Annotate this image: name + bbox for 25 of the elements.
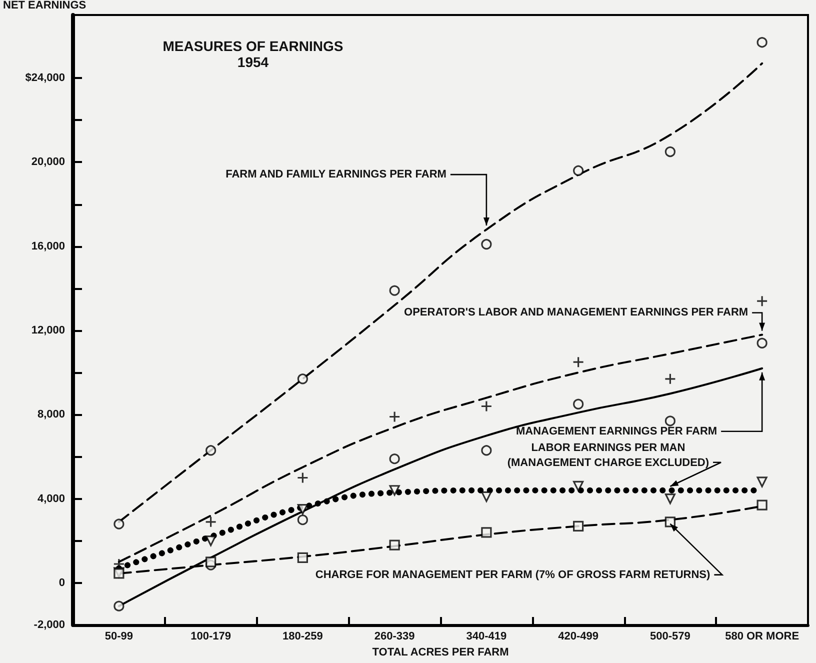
annotation: OPERATOR'S LABOR AND MANAGEMENT EARNINGS PER FARM bbox=[404, 306, 748, 319]
x-tick-label: 100-179 bbox=[190, 630, 231, 642]
x-tick-label: 180-259 bbox=[282, 630, 323, 642]
x-tick-label: 340-419 bbox=[466, 630, 507, 642]
x-axis-title: TOTAL ACRES PER FARM bbox=[372, 646, 509, 658]
y-tick-label: -2,000 bbox=[34, 619, 65, 631]
x-tick-label: 50-99 bbox=[104, 630, 134, 642]
y-tick-label: 20,000 bbox=[31, 156, 65, 168]
x-tick-label: 420-499 bbox=[558, 630, 598, 642]
annotation: CHARGE FOR MANAGEMENT PER FARM (7% OF GROSS FARM RETURNS) bbox=[315, 568, 711, 581]
y-tick-label: 8,000 bbox=[37, 408, 65, 421]
y-tick-label: 16,000 bbox=[31, 240, 65, 252]
annotation: FARM AND FAMILY EARNINGS PER FARM bbox=[226, 168, 446, 181]
annotation: MANAGEMENT EARNINGS PER FARM bbox=[516, 425, 718, 438]
annotation: LABOR EARNINGS PER MAN (MANAGEMENT CHARGE EXCLUDED) bbox=[507, 442, 710, 469]
x-tick-label: 580 OR MORE bbox=[725, 630, 800, 642]
y-tick-label: 12,000 bbox=[31, 324, 65, 337]
y-tick-label: 4,000 bbox=[37, 492, 65, 505]
x-tick-label: 260-339 bbox=[374, 630, 415, 642]
y-tick-label: $24,000 bbox=[25, 72, 65, 84]
text: MEASURES OF EARNINGS bbox=[162, 38, 344, 54]
y-tick-label: 0 bbox=[58, 576, 65, 589]
text: 1954 bbox=[237, 54, 269, 70]
x-tick-label: 500-579 bbox=[650, 630, 690, 642]
y-axis-title: NET EARNINGS bbox=[3, 0, 86, 12]
